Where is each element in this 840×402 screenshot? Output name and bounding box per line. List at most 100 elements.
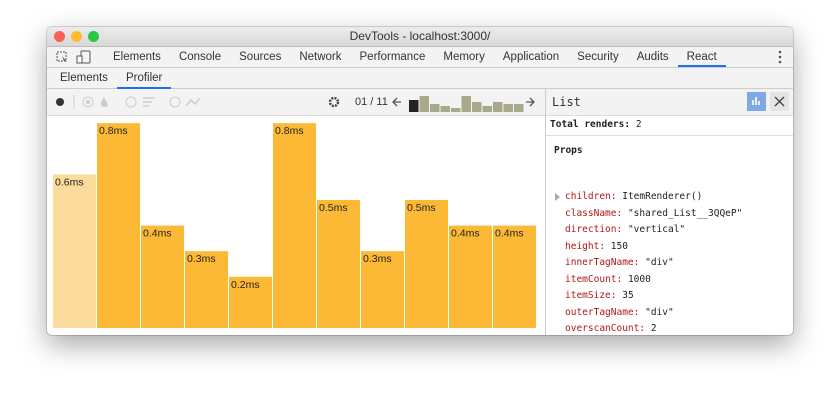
prop-row: itemCount: 1000 [565,272,742,289]
bar-label: 0.3ms [187,253,216,265]
prop-row: children: ItemRenderer() [565,189,742,206]
prop-row: className: "shared_List__3QQeP" [565,206,742,223]
component-name: List [552,95,581,109]
bar-label: 0.4ms [495,228,524,240]
tab-bar: Elements Console Sources Network Performance… [47,47,793,68]
commit-bar[interactable] [461,96,472,112]
commit-bar[interactable] [503,104,514,112]
commit-bar[interactable] [482,106,493,112]
record-button[interactable] [56,98,64,106]
next-commit[interactable] [526,97,535,107]
bar [361,251,404,328]
commit-bar[interactable] [451,108,461,112]
bar [449,225,492,328]
tab[interactable]: Performance [359,51,426,63]
tab[interactable]: Console [178,51,222,63]
prop-value: 35 [622,290,634,301]
total-renders: Total renders: 2 [550,119,642,130]
menu-icon[interactable] [775,47,785,67]
prop-key: height: [565,240,606,252]
side-panel: List Total renders: 2 Props children: It… [545,89,793,335]
commit-chart: 0.6ms 0.8ms 0.4ms 0.3ms 0.2ms 0.8ms 0.5ms 0.3ms… [53,123,536,328]
close-button[interactable] [54,31,65,42]
side-panel-header: List [546,89,793,116]
bar [53,174,96,328]
prop-value: "shared_List__3QQeP" [627,207,743,219]
bar-label: 0.3ms [363,253,392,265]
prop-key: innerTagName: [565,257,640,268]
tab[interactable]: Elements [113,51,161,63]
bar [405,200,448,328]
tab[interactable]: Memory [443,51,485,63]
bar-label: 0.5ms [319,202,348,214]
prop-value: "div" [645,257,674,268]
prop-value: ItemRenderer() [622,191,703,202]
bar [317,200,360,328]
prop-value: 2 [650,323,657,334]
prop-value: 1000 [627,273,651,285]
bar [185,251,228,328]
divider [546,135,793,136]
subtab[interactable]: Profiler [116,68,172,89]
tab[interactable]: Security [577,51,619,63]
tool-icons[interactable] [51,47,101,67]
title-bar: DevTools - localhost:3000/ [47,27,793,47]
prop-key: direction: [565,224,623,235]
prop-row: outerTagName: "div" [565,305,742,322]
tab-list: Elements Console Sources Network Performance… [104,47,726,67]
bar [493,225,536,328]
bar [273,123,316,328]
bar-label: 0.5ms [407,202,436,214]
commit-counter: 01 / 11 [355,96,388,108]
settings-button[interactable] [328,96,340,108]
prop-row: height: 150 [565,239,742,256]
bar-label: 0.6ms [55,176,84,188]
tab[interactable]: Sources [239,51,282,63]
prop-row: direction: "vertical" [565,222,742,239]
bar-label: 0.4ms [143,228,172,240]
prev-commit[interactable] [392,97,401,107]
bar-label: 0.2ms [231,279,260,291]
total-renders-label: Total renders: [550,119,631,130]
prop-key: outerTagName: [565,306,640,318]
prop-row: overscanCount: 2 [565,321,742,335]
prop-row: innerTagName: "div" [565,255,742,272]
commit-bar[interactable] [440,106,451,112]
bar [141,225,184,328]
commit-bar[interactable] [419,96,430,112]
devtools-window: DevTools - localhost:3000/ Elements Conso… [47,27,793,335]
commit-bar[interactable] [493,102,503,112]
bar [229,276,272,328]
prop-row: itemSize: 35 [565,288,742,305]
subtab-bar: Elements Profiler [47,68,793,89]
props-list: children: ItemRenderer() className: "shar… [565,189,742,335]
tab[interactable]: Application [502,51,560,63]
prop-key: itemCount: [565,273,623,285]
prop-value: "div" [645,306,674,318]
commit-bar[interactable] [472,102,482,112]
commit-selector [392,96,535,112]
commit-bar[interactable] [409,100,419,112]
bar-label: 0.8ms [275,125,304,137]
minimize-button[interactable] [71,31,82,42]
bar [97,123,140,328]
tab[interactable]: Network [299,51,342,63]
header-buttons [747,92,789,111]
zoom-button[interactable] [88,31,99,42]
expand-arrow[interactable] [554,193,562,201]
tab[interactable]: Audits [636,51,669,63]
profiler-toolbar: 01 / 11 [47,89,545,116]
prop-value: 150 [610,240,628,252]
toolbar-icons [56,95,340,109]
prop-key: className: [565,207,623,219]
subtab[interactable]: Elements [60,72,108,84]
commit-bar[interactable] [514,104,524,112]
window-title: DevTools - localhost:3000/ [349,29,491,43]
prop-value: "vertical" [627,224,686,235]
commit-bar[interactable] [430,104,440,112]
prop-key: children: [565,191,617,202]
bar-label: 0.8ms [99,125,128,137]
prop-key: overscanCount: [565,323,646,334]
tab[interactable]: React [677,47,726,67]
